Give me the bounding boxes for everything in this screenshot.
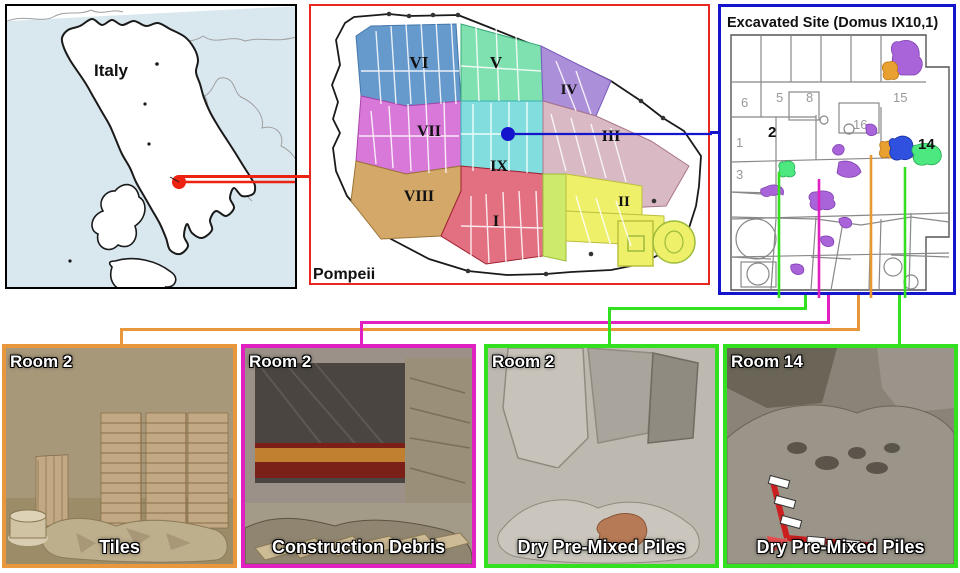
svg-text:IX: IX: [490, 158, 508, 175]
svg-text:VIII: VIII: [404, 188, 434, 205]
svg-text:5: 5: [776, 90, 783, 105]
svg-text:1: 1: [736, 135, 743, 150]
svg-text:IV: IV: [561, 82, 578, 98]
svg-text:6: 6: [741, 95, 748, 110]
svg-text:III: III: [602, 128, 621, 145]
svg-text:V: V: [490, 53, 503, 72]
svg-text:14: 14: [918, 136, 935, 153]
svg-text:3: 3: [736, 167, 743, 182]
svg-text:2: 2: [768, 124, 776, 141]
svg-text:VII: VII: [417, 123, 441, 140]
svg-text:I: I: [493, 213, 499, 230]
svg-text:Italy: Italy: [94, 61, 129, 80]
svg-text:15: 15: [893, 90, 907, 105]
svg-text:VI: VI: [410, 53, 429, 72]
svg-text:II: II: [618, 194, 630, 210]
svg-text:Excavated Site (Domus IX10,1): Excavated Site (Domus IX10,1): [727, 15, 938, 31]
svg-text:8: 8: [806, 90, 813, 105]
svg-text:16: 16: [853, 117, 867, 132]
